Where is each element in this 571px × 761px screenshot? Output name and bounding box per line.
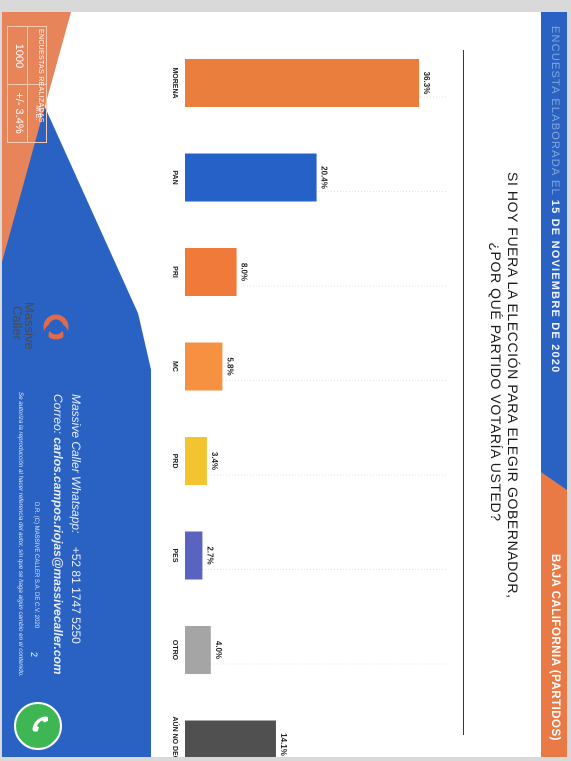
whatsapp-number[interactable]: +52 81 1747 5250 <box>69 546 83 644</box>
email-label: Correo: <box>51 394 65 435</box>
category-label-a-n-no-decide: AÚN NO DECIDE <box>171 716 180 757</box>
bar-pes <box>185 531 203 580</box>
brand-name-line-2: Caller <box>10 306 25 340</box>
poll-slide: ENCUESTA ELABORADA EL 15 DE NOVIEMBRE DE… <box>2 12 567 757</box>
page-number: 2 <box>29 652 39 658</box>
sample-label: ENCUESTAS REALIZADAS <box>37 29 44 123</box>
bar-value-otro: 4.0% <box>214 641 223 659</box>
bar-value-pes: 2.7% <box>205 546 214 564</box>
category-label-morena: MORENA <box>171 67 178 98</box>
whatsapp-icon[interactable] <box>14 702 62 750</box>
bar-a-n-no-decide <box>185 720 276 757</box>
category-label-prd: PRD <box>171 454 178 469</box>
scanned-page: ENCUESTA ELABORADA EL 15 DE NOVIEMBRE DE… <box>2 12 567 757</box>
bar-chart: 36.3% MORENA 20.4% PAN 8.0% PRI 5.8% MC 3.4% PRD 2… <box>171 59 447 757</box>
bar-mc <box>185 342 223 391</box>
bar-value-a-n-no-decide: 14.1% <box>279 733 288 756</box>
email-address[interactable]: carlos.campos.riojas@massivecaller.com <box>51 437 65 675</box>
bar-morena <box>185 59 420 107</box>
phone-icon <box>32 716 48 732</box>
sample-value: 1000 <box>13 43 25 69</box>
category-label-pan: PAN <box>171 170 178 184</box>
bar-pan <box>185 153 317 202</box>
category-label-otro: OTRO <box>171 640 178 661</box>
bar-value-pan: 20.4% <box>320 166 329 189</box>
category-label-pes: PES <box>171 548 178 562</box>
bar-prd <box>184 437 207 485</box>
bar-value-pri: 8.0% <box>240 263 249 281</box>
bar-otro <box>184 626 211 674</box>
massive-caller-logo-icon <box>43 314 69 348</box>
stats-box: ENCUESTAS REALIZADAS M.E. 1000 +/- 3.4% <box>7 26 47 143</box>
bar-pri <box>185 248 237 296</box>
bar-value-morena: 36.3% <box>422 72 431 95</box>
disclaimer: Se autoriza la reproducción al hacer ref… <box>17 392 24 677</box>
whatsapp-label: Massive Caller Whatsapp: <box>69 394 83 534</box>
moe-label: M.E. <box>34 105 41 121</box>
moe-value: +/- 3.4% <box>13 92 25 134</box>
category-label-pri: PRI <box>171 266 178 278</box>
email-line: Correo: carlos.campos.riojas@massivecall… <box>51 394 65 734</box>
whatsapp-line: Massive Caller Whatsapp: +52 81 1747 525… <box>69 394 83 734</box>
bar-value-mc: 5.8% <box>225 357 234 375</box>
contact-block: Massive Caller Whatsapp: +52 81 1747 525… <box>51 394 83 734</box>
bar-value-prd: 3.4% <box>210 452 219 470</box>
category-label-mc: MC <box>171 361 178 372</box>
copyright: D.R. (C) MASSIVE CALLER S.A. DE C.V. 202… <box>33 502 39 629</box>
